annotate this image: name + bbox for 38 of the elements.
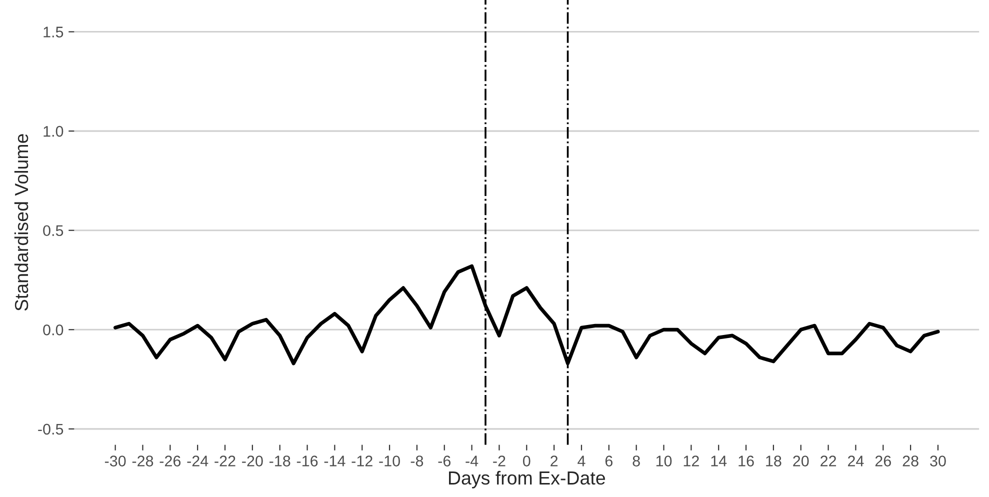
x-tick-label: 0 — [522, 456, 530, 466]
x-tick-label: -26 — [160, 456, 181, 466]
x-tick-label: -28 — [132, 456, 154, 466]
x-axis-title: Days from Ex-Date — [449, 470, 605, 488]
y-axis-title: Standardised Volume — [14, 134, 28, 311]
x-tick-label: 14 — [711, 456, 727, 466]
y-tick-label: 0.0 — [43, 324, 64, 336]
x-tick-label: 10 — [656, 456, 672, 466]
x-tick-label: -2 — [493, 456, 506, 466]
x-tick-label: 30 — [930, 456, 946, 466]
x-tick-label: 8 — [632, 456, 640, 466]
x-tick-label: 26 — [875, 456, 891, 466]
x-tick-label: -8 — [410, 456, 424, 466]
y-tick-label: -0.5 — [38, 424, 64, 435]
y-tick-label: 0.5 — [43, 225, 64, 236]
x-tick-label: -18 — [269, 456, 290, 466]
x-tick-label: 20 — [793, 456, 809, 466]
x-tick-label: -20 — [242, 456, 263, 466]
x-tick-label: 4 — [578, 456, 586, 466]
x-tick-label: -14 — [324, 456, 346, 466]
x-tick-label: 28 — [902, 456, 918, 466]
x-tick-label: -16 — [296, 456, 318, 466]
x-tick-label: -12 — [352, 456, 372, 466]
x-tick-label: 16 — [738, 456, 754, 466]
x-tick-label: -22 — [214, 456, 236, 466]
x-tick-label: 6 — [605, 456, 612, 466]
x-tick-label: -10 — [379, 456, 400, 466]
x-tick-label: -24 — [187, 456, 208, 466]
x-tick-label: -30 — [104, 456, 126, 466]
y-tick-label: 1.5 — [44, 26, 64, 38]
x-tick-label: -4 — [466, 456, 478, 466]
x-tick-label: -6 — [438, 456, 450, 466]
x-tick-label: 2 — [550, 456, 558, 466]
x-tick-label: 24 — [848, 456, 864, 466]
x-tick-label: 12 — [684, 456, 699, 466]
x-tick-label: 22 — [820, 456, 836, 466]
y-tick-label: 1.0 — [44, 126, 64, 137]
x-tick-label: 18 — [766, 456, 782, 466]
